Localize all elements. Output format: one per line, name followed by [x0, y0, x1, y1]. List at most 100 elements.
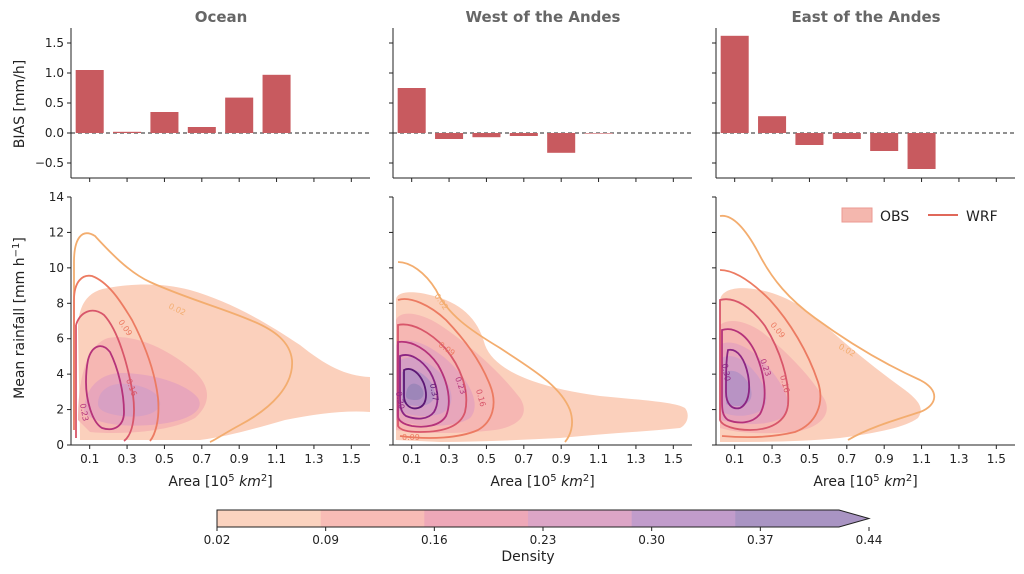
y-tick-label: 0.5 [45, 96, 64, 110]
wrf-contour-002 [397, 261, 573, 443]
bias-bar [150, 112, 179, 133]
y-tick-label: 10 [49, 261, 64, 275]
x-tick-label: 0.1 [80, 452, 99, 466]
density-panel-east: 0.09 0.23 0.16 0.30 0.02 [719, 215, 936, 442]
contour-label: 0.37 [428, 383, 440, 402]
x-tick-label: 1.5 [342, 452, 361, 466]
panel-title-west: West of the Andes [466, 8, 621, 26]
wrf-contour-016 [397, 323, 468, 433]
contour-label: 0.16 [778, 374, 791, 394]
contour-label: 0.16 [474, 388, 487, 408]
x-tick-label: 0.7 [192, 452, 211, 466]
bias-bar [75, 70, 104, 133]
obs-density-fill-037 [406, 383, 424, 400]
colorbar-segment [631, 510, 736, 527]
y-tick-label: 0 [56, 438, 64, 452]
wrf-contour-030 [399, 354, 439, 420]
panel-title-ocean: Ocean [195, 8, 248, 26]
bias-bar [795, 133, 824, 145]
legend-obs-label: OBS [880, 209, 909, 225]
x-tick-label: 0.3 [118, 452, 137, 466]
y-tick-label: 1.0 [45, 66, 64, 80]
colorbar-tick-label: 0.37 [747, 533, 774, 547]
x-tick-label: 1.1 [589, 452, 608, 466]
y-tick-label: −0.5 [35, 156, 64, 170]
bias-bar [907, 133, 936, 169]
x-tick-label: 0.5 [477, 452, 496, 466]
wrf-contour-023 [85, 345, 125, 431]
y-tick-label: 8 [56, 296, 64, 310]
wrf-contour-030 [725, 348, 751, 410]
legend: OBS WRF [841, 207, 998, 225]
contour-label: 0.09 [402, 433, 420, 442]
bias-bar [547, 133, 576, 153]
legend-wrf-label: WRF [966, 209, 998, 225]
wrf-contour-009 [73, 274, 160, 442]
colorbar-segment [217, 510, 322, 527]
colorbar: 0.02 0.09 0.16 0.23 0.30 0.37 0.44 [204, 509, 882, 547]
bias-panel-west [389, 28, 692, 182]
bias-panel-ocean: −0.5 0.0 0.5 1.0 1.5 [35, 28, 370, 182]
y-tick-label: 1.5 [45, 36, 64, 50]
x-tick-label: 0.9 [230, 452, 249, 466]
x-tick-label: 1.5 [987, 452, 1006, 466]
x-tick-label: 0.7 [837, 452, 856, 466]
density-panel-ocean: 0.02 0.09 0.16 0.23 [73, 232, 370, 443]
wrf-contour-002 [719, 215, 936, 441]
x-tick-label: 0.3 [763, 452, 782, 466]
bias-bar [113, 131, 142, 133]
x-tick-label: 0.9 [875, 452, 894, 466]
density-axes: 0.1 0.3 0.5 0.7 0.9 1.1 1.3 1.5 0 2 4 6 8 10 12 14 Area … [49, 190, 1015, 490]
colorbar-segment [320, 510, 425, 527]
y-tick-label: 0.0 [45, 126, 64, 140]
bias-panel-east [712, 28, 1015, 182]
legend-obs-swatch [841, 207, 873, 223]
y-tick-label: 12 [49, 225, 64, 239]
wrf-contour-009 [719, 269, 822, 439]
y-tick-label: 14 [49, 190, 64, 204]
density-ylabel: Mean rainfall [mm h−1] [11, 237, 29, 399]
bias-bar [435, 133, 464, 139]
y-tick-label: 2 [56, 403, 64, 417]
bias-ylabel: BIAS [mm/h] [12, 60, 28, 148]
bias-bar [472, 133, 501, 138]
panel-title-east: East of the Andes [791, 8, 940, 26]
bias-bar [584, 133, 613, 134]
wrf-contour-016 [75, 309, 135, 442]
x-axis-label: Area [105 km2] [168, 473, 272, 491]
bias-bar [758, 116, 787, 133]
colorbar-tick-label: 0.09 [312, 533, 339, 547]
y-tick-label: 4 [56, 367, 64, 381]
colorbar-tick-label: 0.23 [530, 533, 557, 547]
x-axis-label: Area [105 km2] [813, 473, 917, 491]
x-tick-label: 0.7 [514, 452, 533, 466]
x-tick-label: 0.1 [402, 452, 421, 466]
bias-bar [187, 127, 216, 133]
colorbar-tick-label: 0.16 [421, 533, 448, 547]
x-tick-label: 1.1 [912, 452, 931, 466]
x-tick-label: 1.5 [664, 452, 683, 466]
bias-bar [832, 133, 861, 139]
x-tick-label: 0.5 [800, 452, 819, 466]
wrf-contour-037 [403, 368, 427, 410]
bias-bar [397, 88, 426, 133]
x-axis-label: Area [105 km2] [490, 473, 594, 491]
bias-bar [870, 133, 899, 151]
density-panel-west: 0.02 0.09 0.16 0.23 0.30 0.37 0.09 [394, 261, 688, 443]
wrf-contour-009 [397, 298, 495, 439]
x-tick-label: 1.3 [304, 452, 323, 466]
colorbar-segment [528, 510, 633, 527]
x-tick-label: 1.3 [626, 452, 645, 466]
bias-bar [225, 97, 254, 133]
x-tick-label: 0.3 [440, 452, 459, 466]
bias-bar [509, 133, 538, 136]
bias-bar [720, 35, 749, 133]
colorbar-segment [735, 510, 840, 527]
wrf-contour-002 [73, 232, 293, 443]
x-tick-label: 0.1 [725, 452, 744, 466]
contour-label: 0.30 [720, 363, 732, 382]
x-tick-label: 0.5 [155, 452, 174, 466]
y-tick-label: 6 [56, 332, 64, 346]
colorbar-tick-label: 0.30 [638, 533, 665, 547]
colorbar-label: Density [501, 549, 554, 565]
